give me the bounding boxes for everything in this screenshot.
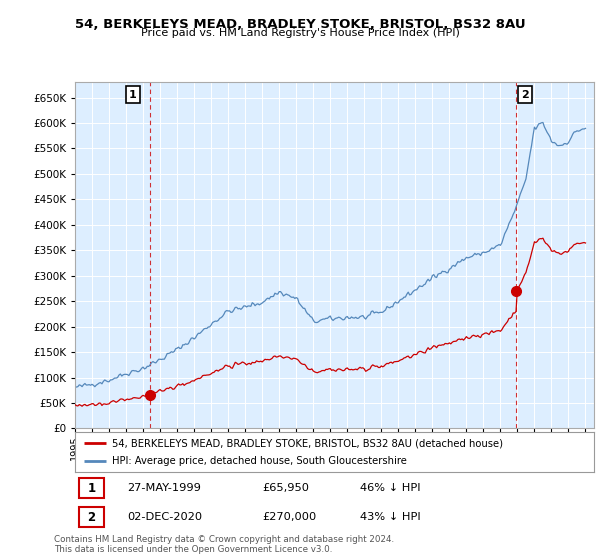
Text: 46% ↓ HPI: 46% ↓ HPI xyxy=(361,483,421,493)
Text: 02-DEC-2020: 02-DEC-2020 xyxy=(127,512,202,522)
Text: 54, BERKELEYS MEAD, BRADLEY STOKE, BRISTOL, BS32 8AU: 54, BERKELEYS MEAD, BRADLEY STOKE, BRIST… xyxy=(74,18,526,31)
Text: 27-MAY-1999: 27-MAY-1999 xyxy=(127,483,201,493)
Text: Contains HM Land Registry data © Crown copyright and database right 2024.
This d: Contains HM Land Registry data © Crown c… xyxy=(54,535,394,554)
Bar xyxy=(79,478,104,498)
Text: 43% ↓ HPI: 43% ↓ HPI xyxy=(361,512,421,522)
Text: £65,950: £65,950 xyxy=(262,483,309,493)
Text: £270,000: £270,000 xyxy=(262,512,316,522)
Text: 1: 1 xyxy=(129,90,137,100)
Text: 2: 2 xyxy=(521,90,529,100)
Text: 54, BERKELEYS MEAD, BRADLEY STOKE, BRISTOL, BS32 8AU (detached house): 54, BERKELEYS MEAD, BRADLEY STOKE, BRIST… xyxy=(112,438,503,449)
Text: 2: 2 xyxy=(88,511,95,524)
Text: Price paid vs. HM Land Registry's House Price Index (HPI): Price paid vs. HM Land Registry's House … xyxy=(140,28,460,38)
Text: HPI: Average price, detached house, South Gloucestershire: HPI: Average price, detached house, Sout… xyxy=(112,455,407,465)
Text: 1: 1 xyxy=(88,482,95,494)
Bar xyxy=(79,507,104,527)
